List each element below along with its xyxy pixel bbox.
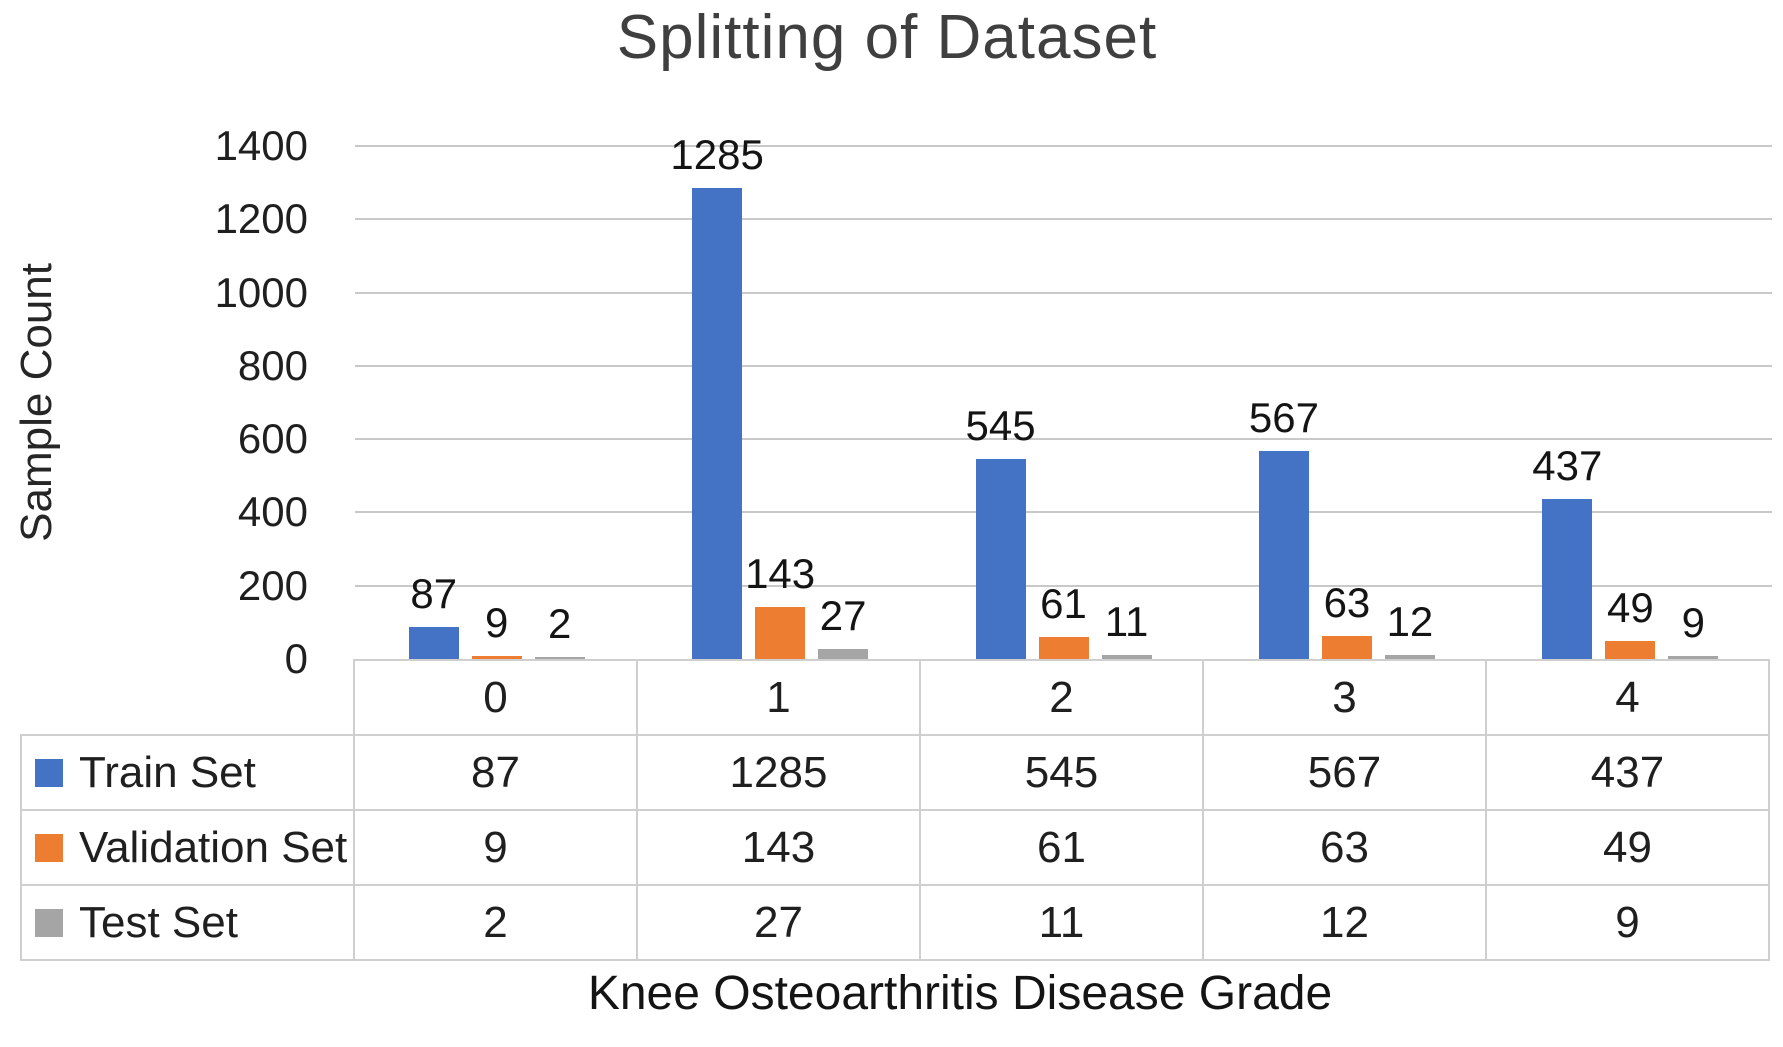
table-cell-train-set-grade-0: 87 (353, 734, 638, 811)
bar-test-set-grade-4: 9 (1668, 602, 1719, 659)
bar-value-label: 12 (1386, 598, 1434, 645)
gridline (355, 364, 1772, 367)
bar-value-label: 567 (1248, 394, 1319, 441)
table-row-train-set: Train Set 87 1285 545 567 437 (20, 734, 1770, 811)
bar-test-set-grade-1: 27 (818, 595, 869, 659)
gridline (355, 218, 1772, 221)
y-tick-label: 200 (237, 561, 308, 609)
legend-color-swatch-train-set (35, 758, 63, 787)
x-axis-title: Knee Osteoarthritis Disease Grade (587, 967, 1333, 1020)
table-cell-train-set-grade-2: 545 (919, 734, 1204, 811)
legend-item: Test Set (23, 897, 352, 948)
bar-value-label: 11 (1104, 598, 1149, 645)
legend-test-set: Test Set (20, 884, 355, 961)
bar-validation-set-grade-0: 9 (471, 602, 522, 659)
table-cell-train-set-grade-1: 1285 (636, 734, 921, 811)
bar-value-label: 49 (1606, 584, 1654, 631)
y-tick-label: 800 (237, 341, 308, 389)
legend-label: Validation Set (79, 822, 348, 872)
grade-header-1: 1 (636, 659, 921, 736)
bar-train-set-grade-4: 437 (1532, 445, 1602, 659)
y-tick-label: 0 (284, 635, 308, 682)
plot-area: 87 9 2 1285 143 27 545 61 11 567 63 12 437 49 9 (355, 134, 1772, 659)
legend-label: Train Set (79, 747, 256, 797)
gridline (355, 584, 1772, 587)
gridline (355, 291, 1772, 294)
bar-validation-set-grade-4: 49 (1605, 587, 1656, 659)
gridline (355, 438, 1772, 441)
legend-color-swatch-test-set (35, 908, 63, 937)
legend-item: Validation Set (23, 822, 352, 873)
data-table-body: 0 1 2 3 4 Train Set 87 1285 545 567 437 Validation … (20, 659, 1770, 961)
table-cell-test-set-grade-0: 2 (353, 884, 638, 961)
table-cell-train-set-grade-4: 437 (1485, 734, 1770, 811)
legend-validation-set: Validation Set (20, 809, 355, 886)
chart-title: Splitting of Dataset (616, 3, 1158, 72)
bar-value-label: 545 (965, 402, 1036, 449)
bar-validation-set-grade-2: 61 (1038, 583, 1089, 659)
table-cell-validation-set-grade-0: 9 (353, 809, 638, 886)
bar-group-grade-0: 87 9 2 (355, 146, 638, 659)
data-table: 0 1 2 3 4 Train Set 87 1285 545 567 437 Validation … (20, 659, 1770, 961)
gridline (355, 145, 1772, 147)
legend-color-swatch-validation-set (35, 833, 63, 862)
gridlines (355, 145, 1772, 659)
y-tick-label: 1000 (214, 268, 308, 316)
table-row-validation-set: Validation Set 9 143 61 63 49 (20, 809, 1770, 886)
bar-groups: 87 9 2 1285 143 27 545 61 11 567 63 12 437 49 9 (355, 134, 1772, 659)
bar-train-set-grade-2: 545 (965, 405, 1036, 659)
y-tick-label: 1400 (214, 122, 308, 169)
bar-train-set-grade-0: 87 (408, 573, 459, 659)
table-corner-cell (21, 660, 354, 735)
bar-value-label: 27 (819, 592, 867, 639)
grade-header-3: 3 (1202, 659, 1487, 736)
grade-header-4: 4 (1485, 659, 1770, 736)
table-cell-validation-set-grade-4: 49 (1485, 809, 1770, 886)
bar-group-grade-3: 567 63 12 (1205, 146, 1488, 659)
legend-train-set: Train Set (20, 734, 355, 811)
table-cell-test-set-grade-1: 27 (636, 884, 921, 961)
bar-train-set-grade-3: 567 (1249, 397, 1319, 659)
bar-value-label: 61 (1040, 580, 1087, 627)
table-row-test-set: Test Set 2 27 11 12 9 (20, 884, 1770, 961)
legend-item: Train Set (23, 747, 352, 798)
y-tick-label: 1200 (214, 195, 308, 243)
grade-header-0: 0 (353, 659, 638, 736)
bar-validation-set-grade-1: 143 (745, 553, 815, 659)
bar-test-set-grade-3: 12 (1384, 601, 1435, 659)
bar-group-grade-4: 437 49 9 (1489, 146, 1772, 659)
table-cell-validation-set-grade-1: 143 (636, 809, 921, 886)
y-tick-label: 600 (237, 415, 308, 463)
y-tick-label: 400 (237, 488, 308, 536)
bar-value-label: 1285 (670, 131, 764, 178)
bar-group-grade-1: 1285 143 27 (638, 134, 921, 659)
y-tick-labels: 0 200 400 600 800 1000 1200 1400 (0, 122, 308, 682)
table-cell-validation-set-grade-2: 61 (919, 809, 1204, 886)
bar-value-label: 2 (548, 600, 572, 647)
table-cell-test-set-grade-3: 12 (1202, 884, 1487, 961)
bar-value-label: 143 (745, 550, 816, 597)
legend-label: Test Set (79, 897, 238, 947)
table-cell-test-set-grade-2: 11 (919, 884, 1204, 961)
bar-test-set-grade-2: 11 (1101, 601, 1152, 659)
table-cell-test-set-grade-4: 9 (1485, 884, 1770, 961)
bar-test-set-grade-0: 2 (534, 603, 585, 659)
gridline (355, 511, 1772, 514)
bar-value-label: 9 (1681, 599, 1706, 646)
table-cell-validation-set-grade-3: 63 (1202, 809, 1487, 886)
bar-value-label: 63 (1323, 579, 1371, 626)
bar-value-label: 437 (1532, 442, 1603, 489)
bar-validation-set-grade-3: 63 (1321, 582, 1372, 659)
grade-header-2: 2 (919, 659, 1204, 736)
bar-train-set-grade-1: 1285 (670, 134, 764, 659)
bar-value-label: 9 (485, 599, 509, 646)
table-cell-train-set-grade-3: 567 (1202, 734, 1487, 811)
bar-group-grade-2: 545 61 11 (922, 146, 1205, 659)
bar-value-label: 87 (410, 570, 458, 617)
